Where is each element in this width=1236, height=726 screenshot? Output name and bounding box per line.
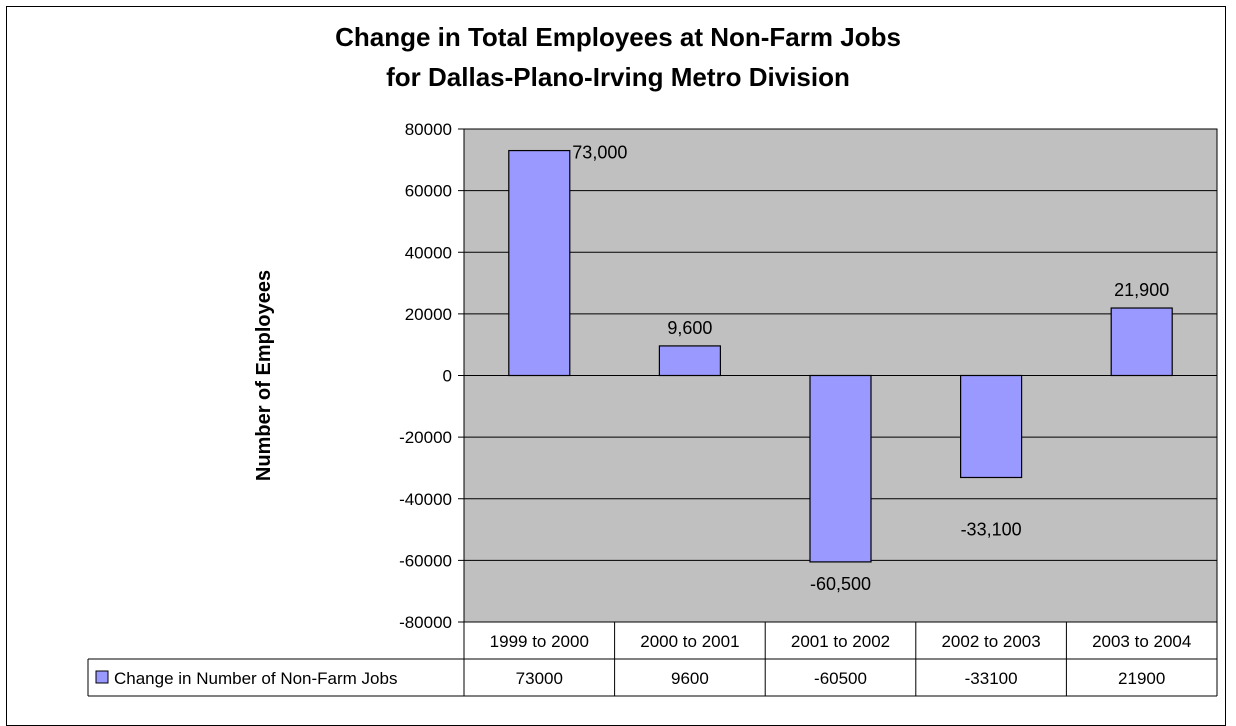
- bar-data-label: 73,000: [572, 143, 627, 163]
- bar: [1110, 307, 1173, 377]
- x-tick-label: 1999 to 2000: [490, 632, 589, 651]
- bar-data-label: 9,600: [667, 318, 712, 338]
- bar-data-label: 21,900: [1114, 280, 1169, 300]
- y-tick-label: -80000: [399, 613, 452, 632]
- table-cell-value: 21900: [1118, 669, 1165, 688]
- bar: [658, 345, 722, 377]
- y-tick-label: 20000: [405, 305, 452, 324]
- x-tick-label: 2002 to 2003: [941, 632, 1040, 651]
- x-tick-label: 2003 to 2004: [1092, 632, 1191, 651]
- y-tick-label: 60000: [405, 182, 452, 201]
- bar-data-label: -33,100: [961, 519, 1022, 539]
- table-cell-value: 73000: [516, 669, 563, 688]
- y-axis-title: Number of Employees: [253, 270, 275, 481]
- y-tick-label: -40000: [399, 490, 452, 509]
- x-tick-label: 2001 to 2002: [791, 632, 890, 651]
- bar: [508, 149, 571, 377]
- y-tick-label: 80000: [405, 120, 452, 139]
- y-tick-label: -20000: [399, 428, 452, 447]
- x-tick-label: 2000 to 2001: [640, 632, 739, 651]
- chart-title-line-1: Change in Total Employees at Non-Farm Jo…: [335, 22, 901, 52]
- table-cell-value: -60500: [814, 669, 867, 688]
- chart-title-line-2: for Dallas-Plano-Irving Metro Division: [386, 62, 850, 92]
- bar-data-label: -60,500: [810, 574, 871, 594]
- y-tick-label: 0: [443, 367, 452, 386]
- legend-series-name: Change in Number of Non-Farm Jobs: [114, 669, 397, 688]
- y-tick-label: 40000: [405, 243, 452, 262]
- y-tick-label: -60000: [399, 551, 452, 570]
- table-cell-value: 9600: [671, 669, 709, 688]
- bar: [809, 374, 872, 563]
- legend-swatch: [95, 670, 109, 684]
- bar: [959, 374, 1023, 479]
- table-cell-value: -33100: [965, 669, 1018, 688]
